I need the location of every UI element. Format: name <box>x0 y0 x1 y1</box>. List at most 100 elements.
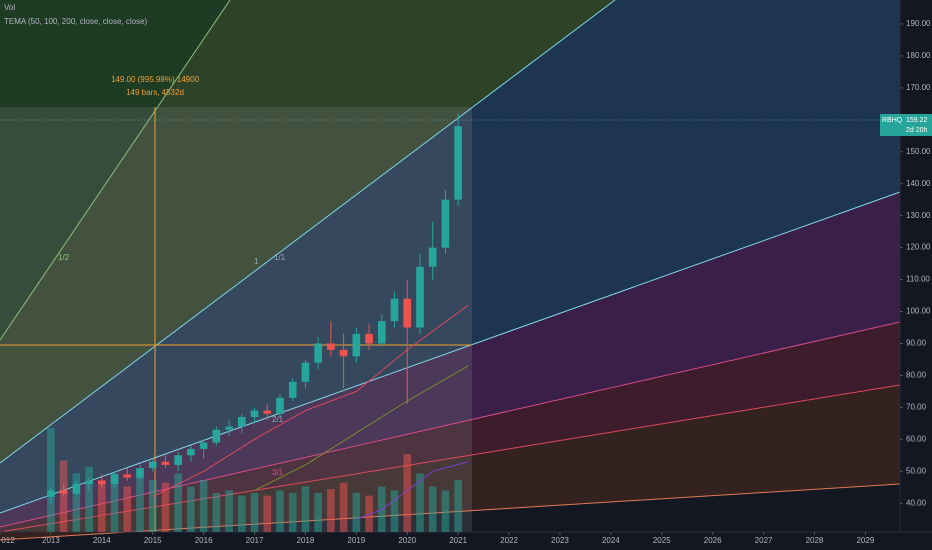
candle-body <box>428 247 437 267</box>
candle-body <box>339 349 348 357</box>
x-tick-label: 2027 <box>755 536 773 545</box>
volume-bar <box>136 477 144 532</box>
x-tick-label: 2015 <box>144 536 162 545</box>
candle-body <box>416 266 424 328</box>
volume-bar <box>339 482 348 532</box>
candle-body <box>403 298 412 328</box>
volume-bar <box>428 486 437 532</box>
price-tag <box>880 114 932 136</box>
y-tick-label: 90.00 <box>906 339 927 348</box>
volume-bar <box>416 473 424 532</box>
volume-bar <box>403 454 412 532</box>
y-tick-label: 40.00 <box>906 498 927 507</box>
y-tick-label: 180.00 <box>906 51 931 60</box>
y-tick-label: 130.00 <box>906 211 931 220</box>
x-tick-label: 2022 <box>500 536 518 545</box>
candle-body <box>377 321 386 344</box>
volume-bar <box>263 495 272 532</box>
annotation: 149.00 (995.98%) 14900 <box>111 75 200 84</box>
x-tick-label: 2019 <box>347 536 365 545</box>
x-tick-label: 2014 <box>93 536 111 545</box>
x-tick-label: 2023 <box>551 536 569 545</box>
range-box <box>0 107 472 532</box>
y-tick-label: 70.00 <box>906 402 927 411</box>
y-tick-label: 60.00 <box>906 434 927 443</box>
x-tick-label: 2029 <box>856 536 874 545</box>
volume-bar <box>148 480 157 532</box>
candle-body <box>276 397 284 414</box>
candle-body <box>352 333 361 357</box>
symbol: RBHQ <box>882 117 903 124</box>
x-tick-label: 2024 <box>602 536 620 545</box>
volume-bar <box>314 493 322 532</box>
x-tick-label: 2018 <box>297 536 315 545</box>
fan-region <box>0 0 900 513</box>
candle-body <box>365 333 373 344</box>
volume-bar <box>327 489 335 532</box>
y-tick-label: 140.00 <box>906 179 931 188</box>
price-axis <box>900 0 932 550</box>
fan-label: 1/1 <box>274 253 286 262</box>
volume-bar <box>161 482 170 532</box>
fan-region <box>0 322 900 532</box>
volume-bar <box>225 490 233 532</box>
y-tick-label: 110.00 <box>906 275 930 284</box>
candle-body <box>97 480 106 485</box>
candle-body <box>110 474 119 485</box>
volume-bar <box>276 490 284 532</box>
y-tick-label: 120.00 <box>906 243 931 252</box>
fan-line <box>0 191 901 514</box>
volume-bar <box>250 493 259 532</box>
candle-body <box>161 461 170 465</box>
candle-body <box>237 416 246 427</box>
candle-body <box>199 442 208 449</box>
fan-line <box>0 0 231 341</box>
candle-body <box>301 362 310 382</box>
volume-bar <box>352 493 361 532</box>
x-tick-label: 2028 <box>806 536 824 545</box>
candle-body <box>454 126 462 200</box>
x-tick-label: 2016 <box>195 536 213 545</box>
y-tick-label: 50.00 <box>906 466 927 475</box>
volume-bar <box>199 480 208 532</box>
volume-bar <box>85 467 93 532</box>
x-tick-label: 2013 <box>42 536 60 545</box>
x-tick-label: 012 <box>1 536 15 545</box>
candle-body <box>225 426 233 430</box>
volume-bar <box>441 490 450 532</box>
y-tick-label: 150.00 <box>906 147 931 156</box>
candle-body <box>187 448 195 456</box>
tema-line <box>356 461 469 520</box>
candle-body <box>148 461 157 469</box>
candle-body <box>390 298 399 322</box>
volume-bar <box>97 480 106 532</box>
candle-body <box>314 343 322 363</box>
volume-bar <box>237 495 246 532</box>
fan-region <box>0 192 900 527</box>
candle-body <box>72 484 81 494</box>
y-tick-label: 80.00 <box>906 371 927 380</box>
candle-body <box>288 381 297 398</box>
volume-bar <box>212 493 221 532</box>
volume-bar <box>187 486 195 532</box>
volume-bar <box>454 480 462 532</box>
fan-line <box>0 0 616 464</box>
volume-bar <box>72 473 81 532</box>
countdown: 2d 20h <box>906 127 928 134</box>
tema-line <box>254 365 469 491</box>
volume-bar <box>110 473 119 532</box>
y-tick-label: 190.00 <box>906 19 931 28</box>
candle-body <box>212 429 221 443</box>
candle-body <box>47 490 55 497</box>
candle-body <box>263 410 272 414</box>
indicator-label: TEMA (50, 100, 200, close, close, close) <box>4 17 148 26</box>
volume-bar <box>47 428 55 532</box>
candle-body <box>85 480 93 485</box>
y-tick-label: 100.00 <box>906 307 931 316</box>
x-tick-label: 2020 <box>398 536 416 545</box>
indicator-label: Vol <box>4 3 15 12</box>
x-tick-label: 2025 <box>653 536 671 545</box>
last-price: 159.22 <box>906 117 928 124</box>
volume-bar <box>390 490 399 532</box>
